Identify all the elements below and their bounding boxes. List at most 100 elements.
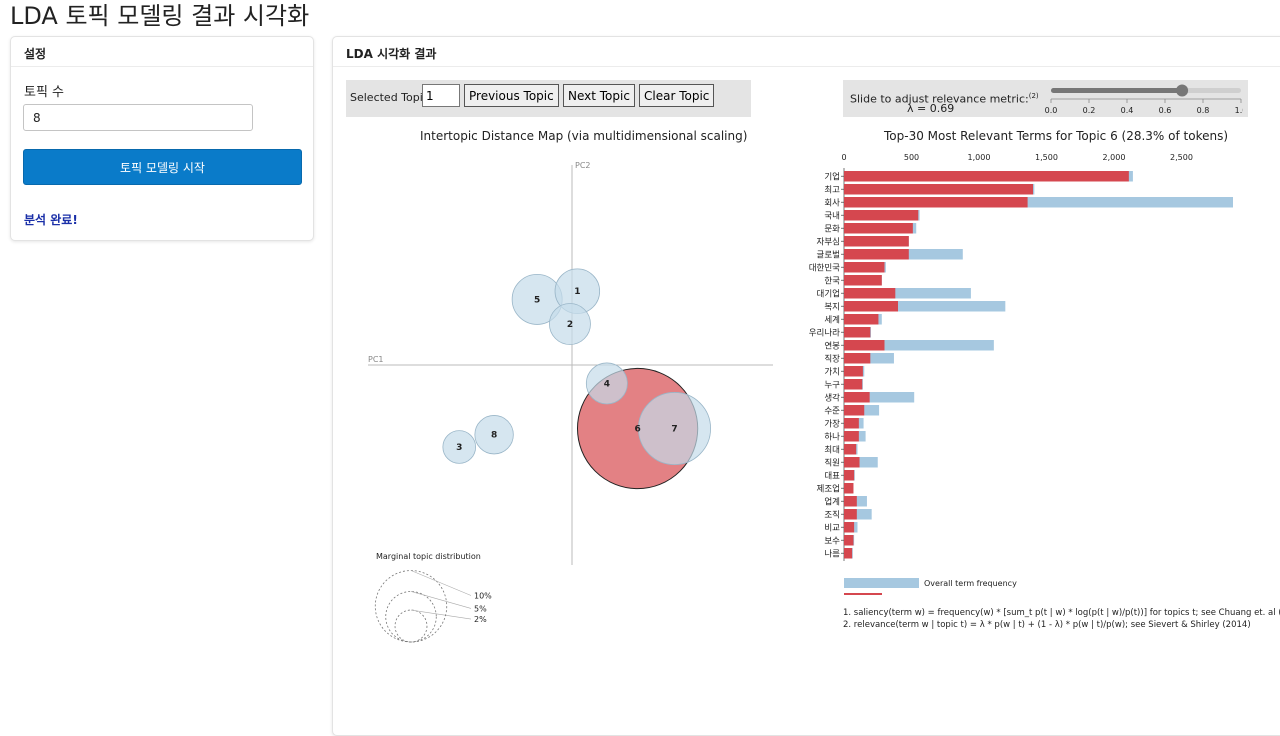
- term-label[interactable]: 누구: [824, 380, 840, 390]
- slider-tick-label: 0.4: [1121, 106, 1134, 115]
- bar-selected: [844, 288, 896, 299]
- topic-count-input[interactable]: [23, 104, 253, 131]
- legend-overall-label: Overall term frequency: [924, 579, 1017, 588]
- marginal-legend-leader: [410, 609, 472, 620]
- next-topic-button[interactable]: Next Topic: [563, 84, 635, 107]
- topic-bubble-label: 5: [534, 295, 540, 305]
- slider-tick-label: 0.0: [1045, 106, 1058, 115]
- term-label[interactable]: 최고: [824, 184, 840, 195]
- slider-tick-label: 1.0: [1235, 106, 1243, 115]
- x-tick-label: 1,500: [1035, 153, 1058, 162]
- previous-topic-button[interactable]: Previous Topic: [464, 84, 559, 107]
- bar-overall: [844, 509, 872, 520]
- bar-chart-title: Top-30 Most Relevant Terms for Topic 6 (…: [884, 129, 1229, 143]
- topic-bubble-3[interactable]: [442, 430, 477, 464]
- bar-overall: [844, 288, 971, 299]
- legend-overall-swatch: [844, 578, 919, 588]
- term-label[interactable]: 보수: [824, 536, 840, 546]
- term-label[interactable]: 대표: [824, 471, 840, 481]
- topic-bubble-8[interactable]: [474, 415, 514, 455]
- slider-tick-label: 0.6: [1159, 106, 1172, 115]
- topic-bubble-label: 1: [574, 287, 580, 297]
- x-tick-label: 0: [841, 153, 846, 162]
- slider-fill: [1051, 88, 1183, 93]
- term-label[interactable]: 우리나라: [809, 328, 840, 338]
- term-label[interactable]: 생각: [824, 392, 840, 403]
- topic-bubble-label: 4: [604, 379, 610, 389]
- bar-selected: [844, 405, 865, 416]
- bar-selected: [844, 379, 863, 390]
- bar-selected: [844, 470, 855, 481]
- term-label[interactable]: 나름: [824, 549, 840, 559]
- term-label[interactable]: 연봉: [824, 341, 840, 351]
- term-label[interactable]: 자부심: [817, 236, 840, 247]
- term-label[interactable]: 최대: [824, 444, 840, 455]
- selected-topic-label: Selected Topic:: [350, 91, 433, 104]
- term-label[interactable]: 기업: [824, 172, 840, 182]
- term-label[interactable]: 세계: [824, 314, 840, 325]
- term-label[interactable]: 조직: [824, 509, 840, 520]
- bar-selected: [844, 210, 919, 221]
- settings-panel: 설정 토픽 수 토픽 모델링 시작 분석 완료!: [10, 36, 314, 241]
- bar-selected: [844, 197, 1028, 208]
- relevance-slider[interactable]: 0.0 0.2 0.4 0.6 0.8 1.0: [1043, 80, 1243, 117]
- term-label[interactable]: 비교: [824, 523, 840, 533]
- start-modeling-button[interactable]: 토픽 모델링 시작: [23, 149, 302, 185]
- relevance-slider-box: Slide to adjust relevance metric:(2) λ =…: [843, 80, 1248, 117]
- marginal-legend-circle: [394, 609, 428, 643]
- bar-selected: [844, 275, 882, 286]
- x-tick-label: 500: [904, 153, 919, 162]
- term-label[interactable]: 가장: [824, 418, 840, 429]
- bar-selected: [844, 327, 871, 338]
- bar-selected: [844, 340, 885, 351]
- bar-selected: [844, 262, 885, 273]
- term-label[interactable]: 대한민국: [809, 262, 840, 273]
- clear-topic-button[interactable]: Clear Topic: [639, 84, 715, 107]
- term-label[interactable]: 제조업: [817, 484, 840, 494]
- relevance-slider-label: Slide to adjust relevance metric:(2): [850, 92, 1039, 106]
- bar-overall: [844, 340, 994, 351]
- marginal-legend-title: Marginal topic distribution: [376, 552, 481, 561]
- pc1-label: PC1: [368, 355, 384, 364]
- term-label[interactable]: 업계: [824, 496, 840, 507]
- term-label[interactable]: 가치: [824, 367, 840, 377]
- term-label[interactable]: 글로벌: [817, 249, 841, 260]
- term-label[interactable]: 국내: [824, 211, 840, 221]
- bar-selected: [844, 509, 857, 520]
- bar-selected: [844, 392, 870, 403]
- pc2-label: PC2: [575, 161, 591, 170]
- bar-selected: [844, 457, 860, 468]
- bar-selected: [844, 535, 854, 546]
- bar-selected: [844, 496, 857, 507]
- topic-bubble-label: 3: [456, 443, 462, 453]
- term-label[interactable]: 대기업: [817, 289, 840, 299]
- lambda-value: λ = 0.69: [907, 102, 955, 115]
- selected-topic-input[interactable]: [422, 84, 460, 107]
- term-label[interactable]: 문화: [824, 224, 840, 234]
- topic-count-label: 토픽 수: [24, 85, 65, 100]
- legend-selected-label: Estimated term frequency within the sele…: [887, 594, 1093, 595]
- term-label[interactable]: 직원: [824, 457, 840, 468]
- topic-bubble-7[interactable]: [638, 392, 711, 466]
- term-label[interactable]: 수준: [824, 406, 840, 416]
- slider-handle[interactable]: [1176, 84, 1189, 97]
- term-label[interactable]: 직장: [824, 353, 840, 364]
- topic-controls: Selected Topic: Previous Topic Next Topi…: [346, 80, 751, 117]
- bar-selected: [844, 418, 859, 429]
- term-label[interactable]: 한국: [824, 276, 840, 286]
- results-panel: LDA 시각화 결과 Selected Topic: Previous Topi…: [332, 36, 1280, 736]
- bar-selected: [844, 483, 854, 494]
- page-title: LDA 토픽 모델링 결과 시각화: [10, 2, 310, 30]
- topic-bubble-2[interactable]: [549, 303, 591, 345]
- term-label[interactable]: 회사: [824, 198, 840, 208]
- topic-bubble-4[interactable]: [585, 362, 628, 405]
- term-label[interactable]: 하나: [824, 431, 840, 442]
- x-tick-label: 1,000: [968, 153, 991, 162]
- bar-selected: [844, 366, 863, 377]
- term-label[interactable]: 복지: [824, 302, 840, 312]
- legend-selected-swatch: [844, 593, 882, 595]
- bar-selected: [844, 431, 859, 442]
- bar-selected: [844, 301, 898, 312]
- bar-selected: [844, 223, 913, 234]
- footnote-saliency: 1. saliency(term w) = frequency(w) * [su…: [843, 608, 1280, 618]
